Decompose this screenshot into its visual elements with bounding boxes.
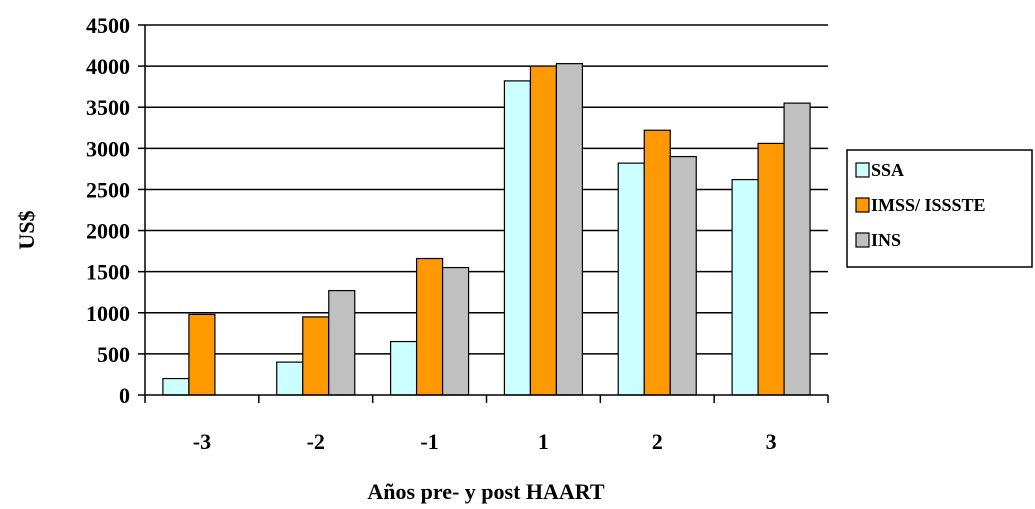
- x-tick-label: 3: [766, 429, 777, 454]
- bar-imss-issste--2: [302, 316, 330, 396]
- y-tick-labels: 0 500 1000 1500 2000 2500 3000 3500 4000 4500: [86, 13, 130, 408]
- y-tick-label: 2000: [86, 219, 130, 244]
- legend-swatch: [855, 232, 870, 248]
- y-axis-title: US$: [14, 210, 39, 249]
- bar-ssa-2: [617, 162, 645, 396]
- legend-swatch: [855, 197, 870, 213]
- x-tick-label: 2: [652, 429, 663, 454]
- bar-imss-issste-3: [757, 142, 785, 396]
- bar-ssa--3: [162, 377, 190, 396]
- x-axis-title: Años pre- y post HAART: [367, 479, 605, 504]
- legend: SSA IMSS/ ISSSTE INS: [846, 149, 1033, 268]
- bar-ssa-1: [503, 80, 532, 396]
- x-tick-label: 1: [538, 429, 549, 454]
- legend-label: SSA: [871, 160, 904, 180]
- legend-swatch: [855, 162, 870, 178]
- x-tick-label: -1: [420, 429, 438, 454]
- bar-ssa-3: [731, 178, 759, 396]
- bar-ins--1: [441, 266, 470, 396]
- bar-ins-1: [555, 63, 584, 396]
- y-tick-label: 3000: [86, 136, 130, 161]
- y-tick-label: 0: [119, 383, 130, 408]
- bar-imss-issste-2: [643, 129, 671, 396]
- bar-ssa--1: [389, 340, 418, 396]
- gridlines: [145, 24, 828, 355]
- y-tick-label: 500: [97, 342, 130, 367]
- bar-imss-issste--3: [188, 313, 216, 396]
- y-tick-label: 3500: [86, 95, 130, 120]
- y-tick-label: 4500: [86, 13, 130, 38]
- bar-imss-issste-1: [529, 65, 558, 396]
- legend-label: INS: [871, 230, 901, 250]
- x-tick-labels: -3 -2 -1 1 2 3: [193, 429, 777, 454]
- bar-ins--2: [328, 289, 356, 396]
- y-tick-label: 4000: [86, 54, 130, 79]
- legend-box: [846, 149, 1033, 268]
- bar-ins-3: [783, 102, 811, 396]
- y-tick-label: 2500: [86, 177, 130, 202]
- y-tick-label: 1500: [86, 260, 130, 285]
- y-tick-label: 1000: [86, 301, 130, 326]
- bars: [162, 63, 811, 396]
- bar-ins-2: [669, 155, 697, 396]
- legend-label: IMSS/ ISSSTE: [871, 195, 986, 215]
- bar-imss-issste--1: [415, 257, 444, 396]
- x-tick-label: -3: [193, 429, 211, 454]
- x-tick-label: -2: [307, 429, 325, 454]
- axes: [138, 24, 829, 403]
- bar-ssa--2: [276, 361, 304, 396]
